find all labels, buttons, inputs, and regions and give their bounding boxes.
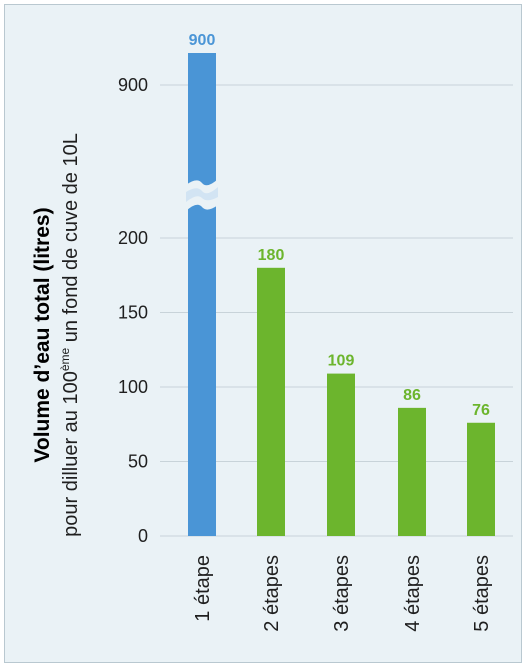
bar — [257, 268, 285, 536]
category-labels: 1 étape 2 étapes 3 étapes 4 étapes 5 étapes — [192, 555, 493, 632]
category-label: 3 étapes — [331, 555, 353, 632]
y-tick-label: 200 — [118, 228, 148, 248]
y-axis-ticks: 0 50 100 150 200 900 — [118, 75, 148, 546]
bar — [327, 374, 355, 536]
y-axis-title: Volume d’eau total (litres) pour dilluer… — [31, 133, 82, 537]
y-tick-label: 900 — [118, 75, 148, 95]
bar — [467, 423, 495, 536]
y-tick-label: 150 — [118, 303, 148, 323]
y-axis-title-sub: pour dilluer au 100ème un fond de cuve d… — [58, 133, 82, 537]
data-label: 180 — [258, 247, 285, 264]
y-tick-label: 0 — [138, 526, 148, 546]
y-axis-title-main: Volume d’eau total (litres) — [31, 207, 54, 462]
bars — [186, 53, 495, 536]
y-tick-label: 50 — [128, 452, 148, 472]
data-labels: 900 180 109 86 76 — [189, 32, 490, 419]
y-axis-title-sub-part1: pour dilluer au 100 — [60, 371, 82, 537]
bar — [188, 53, 216, 536]
y-tick-label: 100 — [118, 377, 148, 397]
data-label: 86 — [403, 387, 421, 404]
chart-frame: 0 50 100 150 200 900 900 180 109 86 76 1 étape 2 é… — [4, 4, 522, 663]
data-label: 109 — [328, 353, 355, 370]
data-label: 900 — [189, 32, 216, 49]
y-axis-title-sub-part2: un fond de cuve de 10L — [60, 133, 82, 348]
category-label: 4 étapes — [402, 555, 424, 632]
data-label: 76 — [472, 402, 490, 419]
bar-chart: 0 50 100 150 200 900 900 180 109 86 76 1 étape 2 é… — [5, 5, 523, 664]
bar — [398, 408, 426, 536]
category-label: 1 étape — [192, 555, 214, 622]
category-label: 2 étapes — [261, 555, 283, 632]
y-axis-title-sub-superscript: ème — [58, 347, 72, 371]
category-label: 5 étapes — [471, 555, 493, 632]
